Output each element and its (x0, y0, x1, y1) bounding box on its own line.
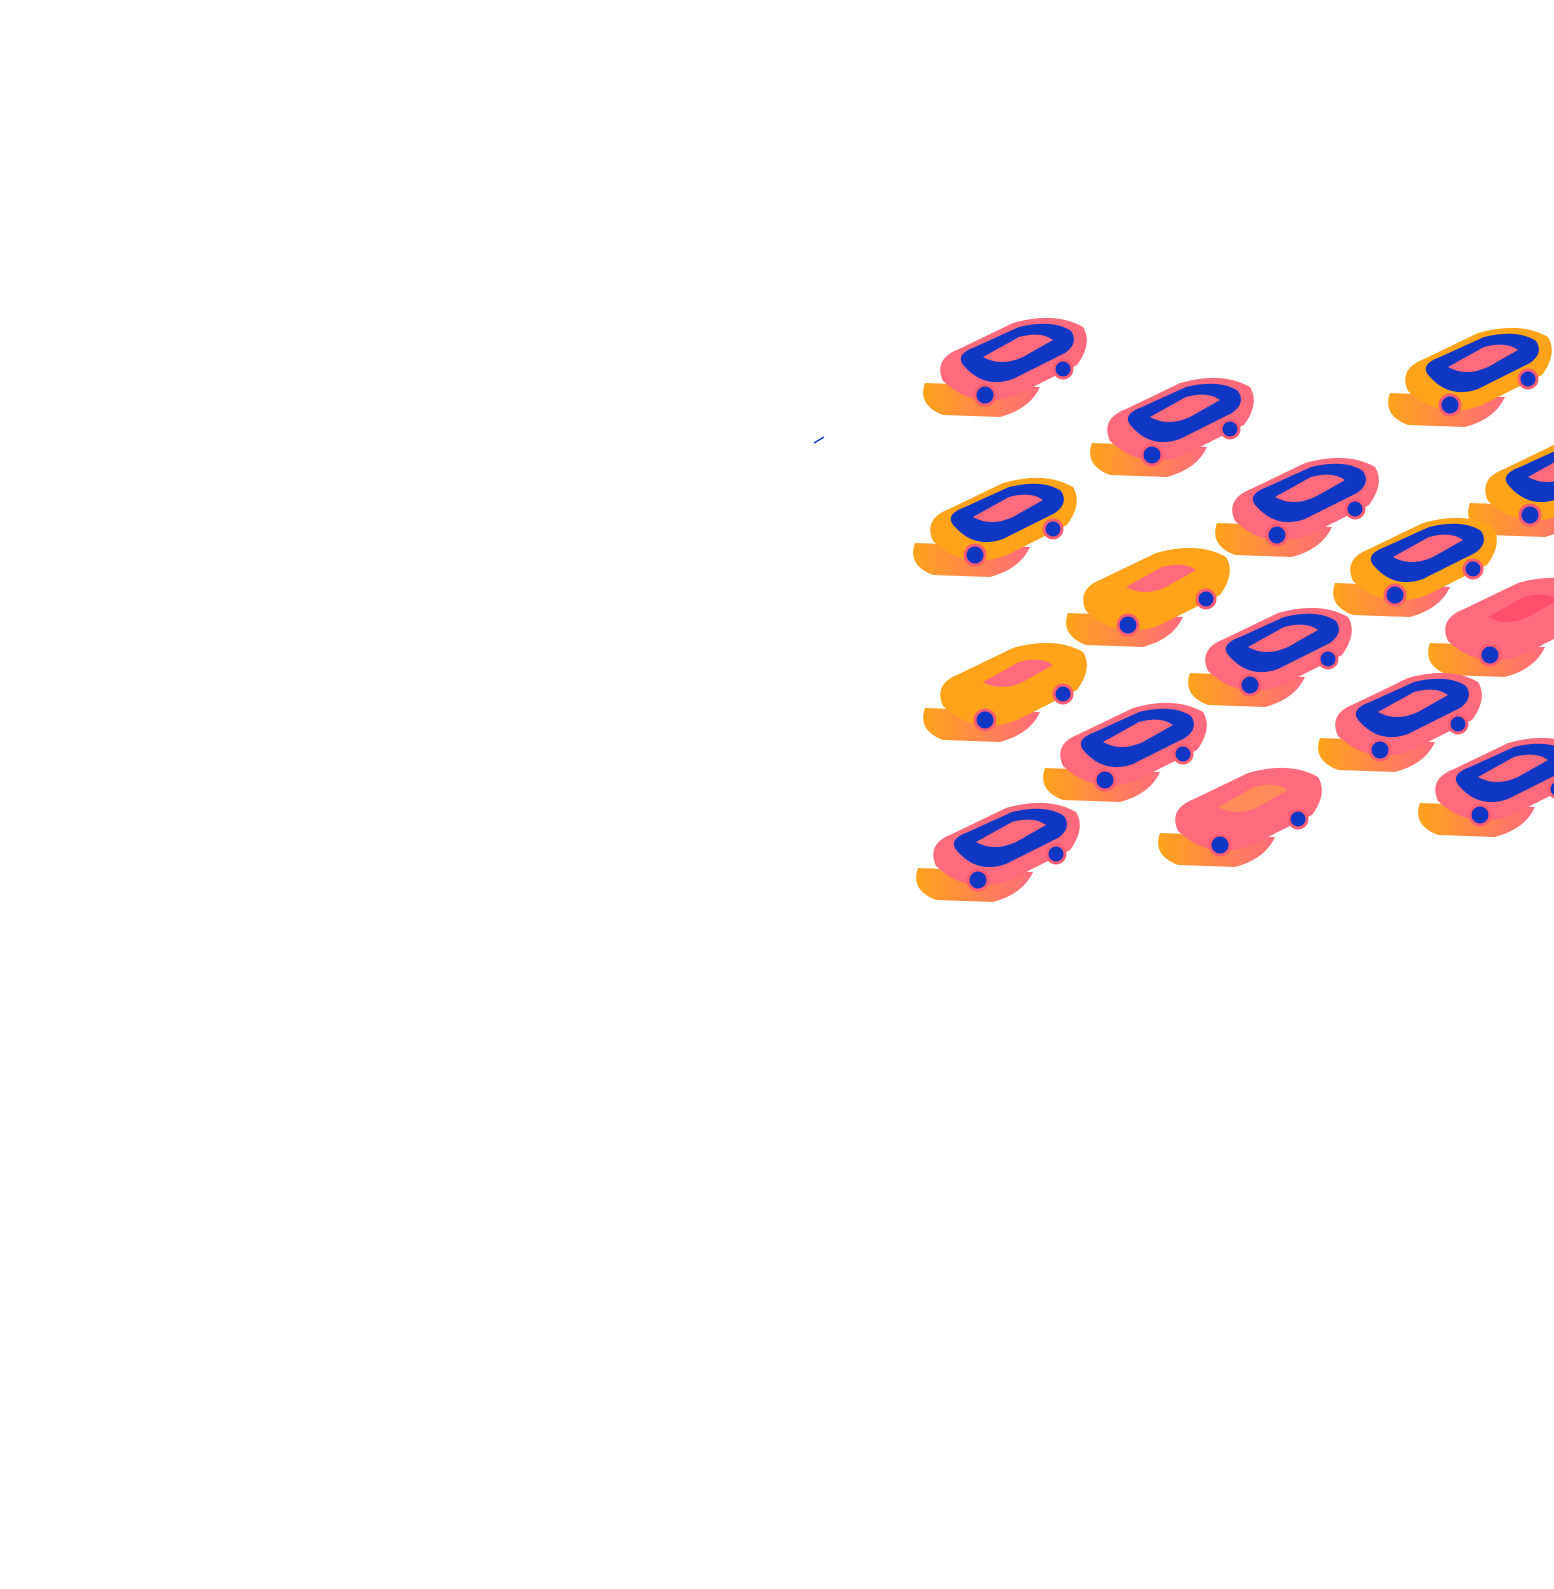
car-fleet (911, 316, 1554, 904)
car (911, 476, 1079, 579)
car (1316, 671, 1484, 774)
car (1331, 516, 1499, 619)
car (1064, 546, 1232, 649)
car (1386, 326, 1554, 429)
car (1088, 376, 1256, 479)
car (921, 641, 1089, 744)
car (1426, 576, 1554, 679)
car (914, 801, 1082, 904)
car (1041, 701, 1209, 804)
car (1213, 456, 1381, 559)
car (1416, 736, 1554, 839)
car (921, 316, 1089, 419)
car (1156, 766, 1324, 869)
car (1186, 606, 1354, 709)
speck (813, 436, 825, 444)
